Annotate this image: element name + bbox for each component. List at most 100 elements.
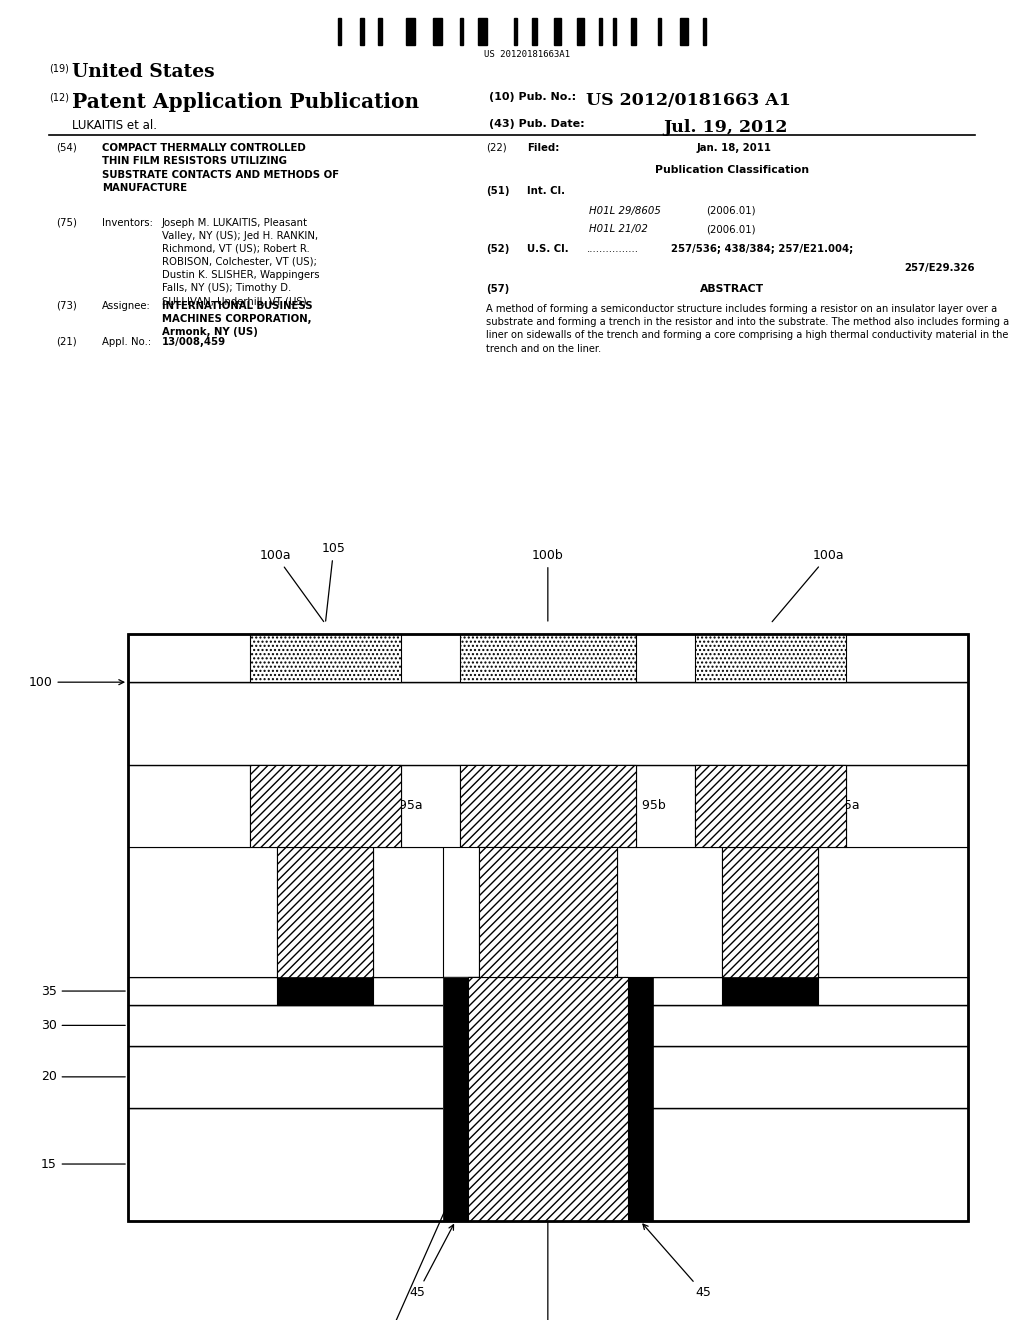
Bar bbox=[128, 1005, 968, 1045]
Bar bbox=[128, 1045, 968, 1107]
Bar bbox=[657, 18, 660, 45]
Text: Publication Classification: Publication Classification bbox=[655, 165, 809, 176]
Bar bbox=[250, 634, 401, 682]
Bar bbox=[631, 18, 636, 45]
Text: A method of forming a semiconductor structure includes forming a resistor on an : A method of forming a semiconductor stru… bbox=[486, 304, 1010, 354]
Text: ‹ 95b: ‹ 95b bbox=[634, 799, 667, 812]
Bar bbox=[373, 847, 442, 977]
Text: Jul. 19, 2012: Jul. 19, 2012 bbox=[664, 119, 787, 136]
Bar bbox=[278, 847, 373, 1005]
Text: Filed:: Filed: bbox=[527, 143, 560, 153]
Bar bbox=[702, 18, 706, 45]
Bar bbox=[554, 18, 561, 45]
Text: ................: ................ bbox=[587, 244, 639, 255]
Text: 100: 100 bbox=[29, 676, 124, 689]
Bar bbox=[531, 18, 537, 45]
Text: 100b: 100b bbox=[531, 549, 564, 620]
Text: US 20120181663A1: US 20120181663A1 bbox=[484, 50, 570, 59]
Text: 105: 105 bbox=[322, 543, 346, 622]
Bar bbox=[460, 764, 636, 847]
Text: (57): (57) bbox=[486, 284, 510, 294]
Bar bbox=[460, 18, 463, 45]
Bar bbox=[338, 18, 341, 45]
Text: US 2012/0181663 A1: US 2012/0181663 A1 bbox=[586, 92, 791, 110]
Text: Joseph M. LUKAITIS, Pleasant
Valley, NY (US); Jed H. RANKIN,
Richmond, VT (US); : Joseph M. LUKAITIS, Pleasant Valley, NY … bbox=[162, 218, 319, 306]
Text: 63: 63 bbox=[376, 1191, 454, 1320]
Bar bbox=[360, 18, 364, 45]
Bar bbox=[818, 847, 968, 977]
Bar bbox=[694, 634, 846, 682]
Bar bbox=[636, 764, 694, 847]
Bar bbox=[477, 18, 486, 45]
Bar bbox=[128, 1107, 968, 1221]
Text: ABSTRACT: ABSTRACT bbox=[700, 284, 764, 294]
Text: (21): (21) bbox=[56, 337, 77, 347]
Text: Inventors:: Inventors: bbox=[102, 218, 154, 228]
Bar bbox=[128, 634, 968, 682]
Text: COMPACT THERMALLY CONTROLLED
THIN FILM RESISTORS UTILIZING
SUBSTRATE CONTACTS AN: COMPACT THERMALLY CONTROLLED THIN FILM R… bbox=[102, 143, 340, 193]
Text: 13/008,459: 13/008,459 bbox=[162, 337, 226, 347]
Bar bbox=[128, 977, 968, 1005]
Text: (22): (22) bbox=[486, 143, 507, 153]
Text: 35: 35 bbox=[41, 985, 125, 998]
Text: 257/E29.326: 257/E29.326 bbox=[904, 263, 975, 273]
Bar bbox=[479, 847, 616, 977]
Bar bbox=[432, 18, 441, 45]
Bar bbox=[577, 18, 584, 45]
Text: 100a: 100a bbox=[772, 549, 844, 622]
Bar bbox=[128, 682, 968, 764]
Text: INTERNATIONAL BUSINESS
MACHINES CORPORATION,
Armonk, NY (US): INTERNATIONAL BUSINESS MACHINES CORPORAT… bbox=[162, 301, 312, 337]
Bar bbox=[723, 977, 818, 1005]
Bar bbox=[128, 847, 278, 977]
Text: H01L 21/02: H01L 21/02 bbox=[589, 224, 647, 235]
Text: H01L 29/8605: H01L 29/8605 bbox=[589, 206, 660, 216]
Bar bbox=[680, 18, 687, 45]
Bar bbox=[460, 634, 636, 682]
Text: U.S. Cl.: U.S. Cl. bbox=[527, 244, 569, 255]
Bar bbox=[599, 18, 602, 45]
Bar bbox=[250, 764, 401, 847]
Text: (2006.01): (2006.01) bbox=[707, 206, 756, 216]
Bar bbox=[628, 977, 653, 1221]
Text: 257/536; 438/384; 257/E21.004;: 257/536; 438/384; 257/E21.004; bbox=[671, 244, 853, 255]
Text: LUKAITIS et al.: LUKAITIS et al. bbox=[72, 119, 157, 132]
Text: Patent Application Publication: Patent Application Publication bbox=[72, 92, 419, 112]
Text: United States: United States bbox=[72, 63, 214, 82]
Bar bbox=[612, 18, 615, 45]
Text: (12): (12) bbox=[49, 92, 70, 103]
Bar bbox=[128, 764, 250, 847]
Bar bbox=[379, 18, 382, 45]
Bar bbox=[406, 18, 415, 45]
Text: Jan. 18, 2011: Jan. 18, 2011 bbox=[696, 143, 771, 153]
Text: ‹ 95a: ‹ 95a bbox=[390, 799, 423, 812]
Text: (73): (73) bbox=[56, 301, 77, 312]
Bar bbox=[479, 847, 653, 977]
Bar bbox=[468, 977, 628, 1221]
Text: (19): (19) bbox=[49, 63, 69, 74]
Text: (10) Pub. No.:: (10) Pub. No.: bbox=[489, 92, 577, 103]
Text: Appl. No.:: Appl. No.: bbox=[102, 337, 152, 347]
Bar bbox=[128, 634, 968, 1221]
Text: Int. Cl.: Int. Cl. bbox=[527, 186, 565, 197]
Bar bbox=[846, 764, 968, 847]
Text: 15: 15 bbox=[41, 1158, 125, 1171]
Bar bbox=[442, 977, 468, 1221]
Bar bbox=[278, 977, 373, 1005]
Bar bbox=[694, 764, 846, 847]
Bar bbox=[442, 977, 653, 1221]
Text: 45: 45 bbox=[410, 1225, 454, 1299]
Bar bbox=[616, 847, 723, 977]
Text: 20: 20 bbox=[41, 1071, 125, 1084]
Text: Assignee:: Assignee: bbox=[102, 301, 152, 312]
Text: (2006.01): (2006.01) bbox=[707, 224, 756, 235]
Text: 30: 30 bbox=[41, 1019, 125, 1032]
Text: ‹ 95a: ‹ 95a bbox=[826, 799, 859, 812]
Text: (75): (75) bbox=[56, 218, 78, 228]
Text: (52): (52) bbox=[486, 244, 510, 255]
Text: 100a: 100a bbox=[260, 549, 324, 622]
Bar bbox=[514, 18, 517, 45]
Text: 60: 60 bbox=[540, 1143, 556, 1320]
Text: (51): (51) bbox=[486, 186, 510, 197]
Bar bbox=[401, 764, 460, 847]
Text: (54): (54) bbox=[56, 143, 77, 153]
